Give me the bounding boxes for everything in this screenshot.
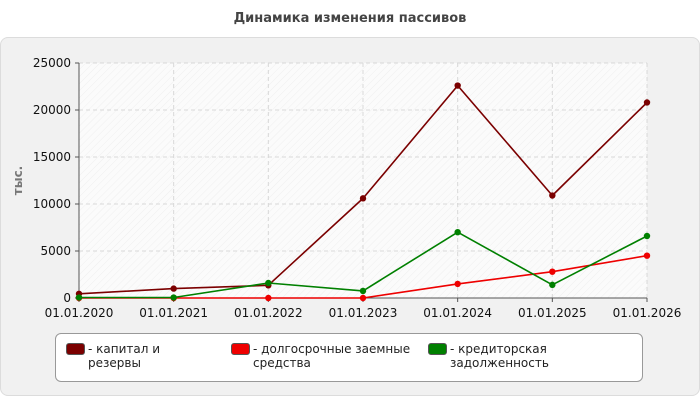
x-tick-label: 01.01.2025 <box>518 306 587 320</box>
legend-label-capital: - капитал и резервы <box>88 342 161 370</box>
data-point-s3-2 <box>170 294 177 301</box>
x-tick-label: 01.01.2021 <box>139 306 208 320</box>
chart-legend: - капитал и резервы - долгосрочные заемн… <box>55 333 643 382</box>
y-tick-label: 25000 <box>33 56 71 70</box>
x-tick-label: 01.01.2020 <box>45 306 114 320</box>
data-point-s2-7 <box>643 252 651 259</box>
legend-item-payables: - кредиторская задолженность <box>428 342 640 370</box>
chart-title: Динамика изменения пассивов <box>233 11 467 26</box>
legend-item-capital: - капитал и резервы <box>66 342 216 370</box>
data-point-s3-1 <box>75 294 83 301</box>
legend-label-payables: - кредиторская задолженность <box>450 342 549 370</box>
data-point-s2-3 <box>265 294 272 302</box>
data-point-s1-5 <box>454 82 461 89</box>
y-tick-label: 0 <box>63 291 71 305</box>
data-point-s1-4 <box>359 195 367 202</box>
data-point-s3-5 <box>454 229 461 236</box>
data-point-s3-6 <box>549 281 556 289</box>
x-tick-label: 01.01.2022 <box>234 306 303 320</box>
legend-swatch-long-term-loans <box>231 343 250 355</box>
x-tick-label: 01.01.2024 <box>423 306 492 320</box>
plot-area-hatch <box>79 63 647 298</box>
data-point-s1-6 <box>549 192 556 199</box>
legend-item-long-term-loans: - долгосрочные заемные средства <box>231 342 421 370</box>
legend-swatch-capital <box>66 343 85 355</box>
chart-plot: 0 5000 10000 15000 20000 25000 01.01.2020 01.01… <box>11 56 682 320</box>
data-point-s3-4 <box>359 287 367 295</box>
legend-label-long-term-loans: - долгосрочные заемные средства <box>253 342 411 370</box>
data-point-s2-4 <box>359 294 367 302</box>
data-point-s1-2 <box>170 285 177 292</box>
data-point-s2-5 <box>454 280 461 288</box>
y-tick-label: 5000 <box>40 244 71 258</box>
data-point-s1-7 <box>643 99 651 106</box>
data-point-s3-3 <box>265 279 272 287</box>
x-tick-label: 01.01.2023 <box>329 306 398 320</box>
data-point-s2-6 <box>549 268 556 275</box>
data-point-s3-7 <box>643 232 651 240</box>
y-axis-title: тыс. <box>11 166 25 195</box>
y-tick-label: 15000 <box>33 150 71 164</box>
legend-swatch-payables <box>428 343 447 355</box>
y-tick-label: 20000 <box>33 103 71 117</box>
y-tick-label: 10000 <box>33 197 71 211</box>
x-tick-label: 01.01.2026 <box>613 306 682 320</box>
